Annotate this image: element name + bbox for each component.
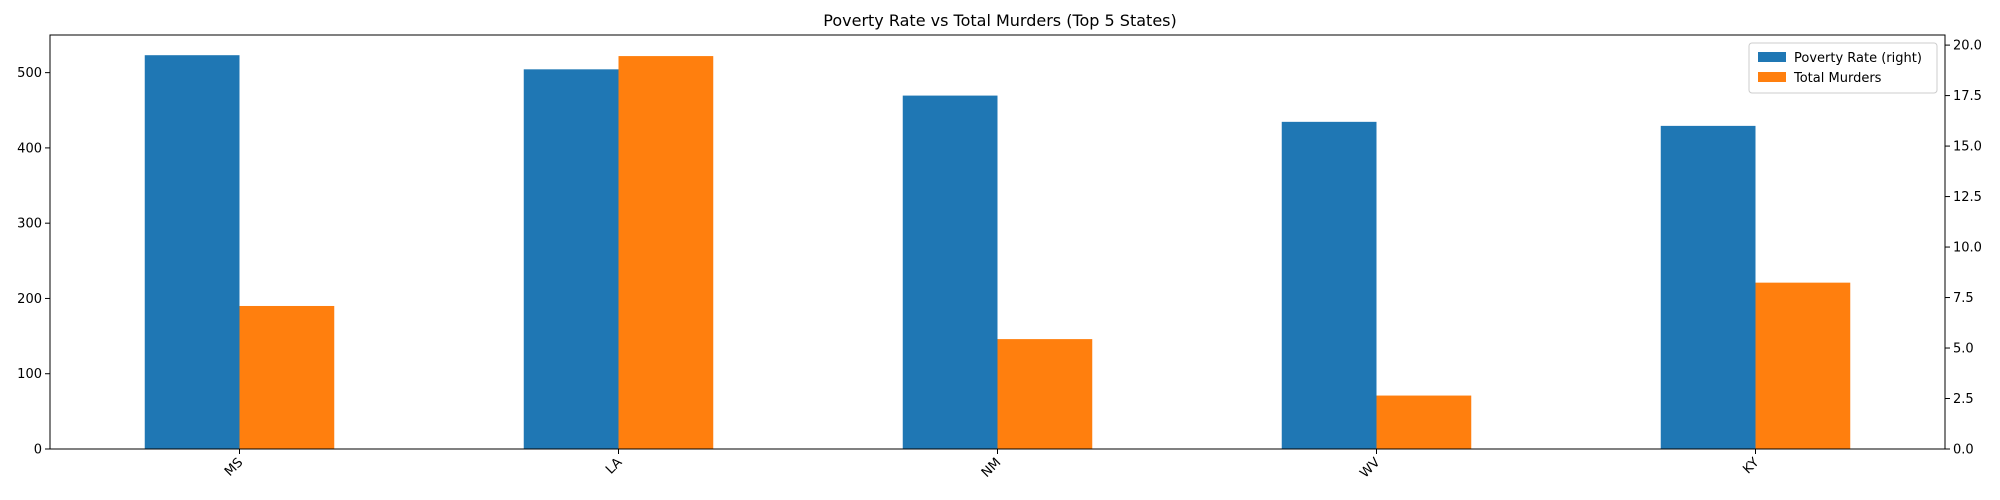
bar-wv-total-murders: [1376, 395, 1472, 449]
x-tick-label-la: LA: [603, 455, 625, 477]
left-tick-label: 300: [17, 217, 42, 232]
right-tick-label: 20.0: [1953, 39, 1982, 54]
left-tick-label: 0: [34, 443, 42, 458]
right-tick-label: 7.5: [1953, 291, 1974, 306]
legend-label: Poverty Rate (right): [1794, 51, 1922, 66]
bar-ms-total-murders: [239, 305, 335, 449]
right-tick-label: 12.5: [1953, 190, 1982, 205]
legend-box: [1748, 42, 1938, 94]
right-tick-label: 15.0: [1953, 140, 1982, 155]
x-tick-label-ms: MS: [222, 455, 246, 479]
bar-ky-poverty-rate: [1660, 125, 1756, 449]
bar-nm-poverty-rate: [902, 95, 998, 449]
left-tick-label: 200: [17, 292, 42, 307]
left-tick-label: 500: [17, 66, 42, 81]
bar-la-poverty-rate: [523, 69, 619, 449]
left-tick-label: 100: [17, 367, 42, 382]
chart-title: Poverty Rate vs Total Murders (Top 5 Sta…: [823, 11, 1176, 30]
left-tick-label: 400: [17, 141, 42, 156]
x-tick-label-wv: WV: [1357, 455, 1383, 481]
legend-swatch: [1758, 72, 1786, 82]
bar-ky-total-murders: [1755, 282, 1851, 449]
bar-ms-poverty-rate: [144, 55, 240, 449]
legend-swatch: [1758, 52, 1786, 62]
bars-layer: [144, 55, 1851, 449]
x-tick-label-nm: NM: [979, 455, 1004, 480]
legend-label: Total Murders: [1793, 71, 1882, 86]
right-tick-label: 17.5: [1953, 89, 1982, 104]
x-tick-label-ky: KY: [1740, 455, 1762, 477]
bar-nm-total-murders: [997, 339, 1093, 449]
bar-la-total-murders: [618, 56, 714, 449]
right-tick-label: 2.5: [1953, 392, 1974, 407]
legend: Poverty Rate (right) Total Murders: [1748, 42, 1938, 94]
right-tick-label: 10.0: [1953, 241, 1982, 256]
right-tick-label: 0.0: [1953, 443, 1974, 458]
bar-wv-poverty-rate: [1281, 121, 1377, 449]
right-tick-label: 5.0: [1953, 342, 1974, 357]
